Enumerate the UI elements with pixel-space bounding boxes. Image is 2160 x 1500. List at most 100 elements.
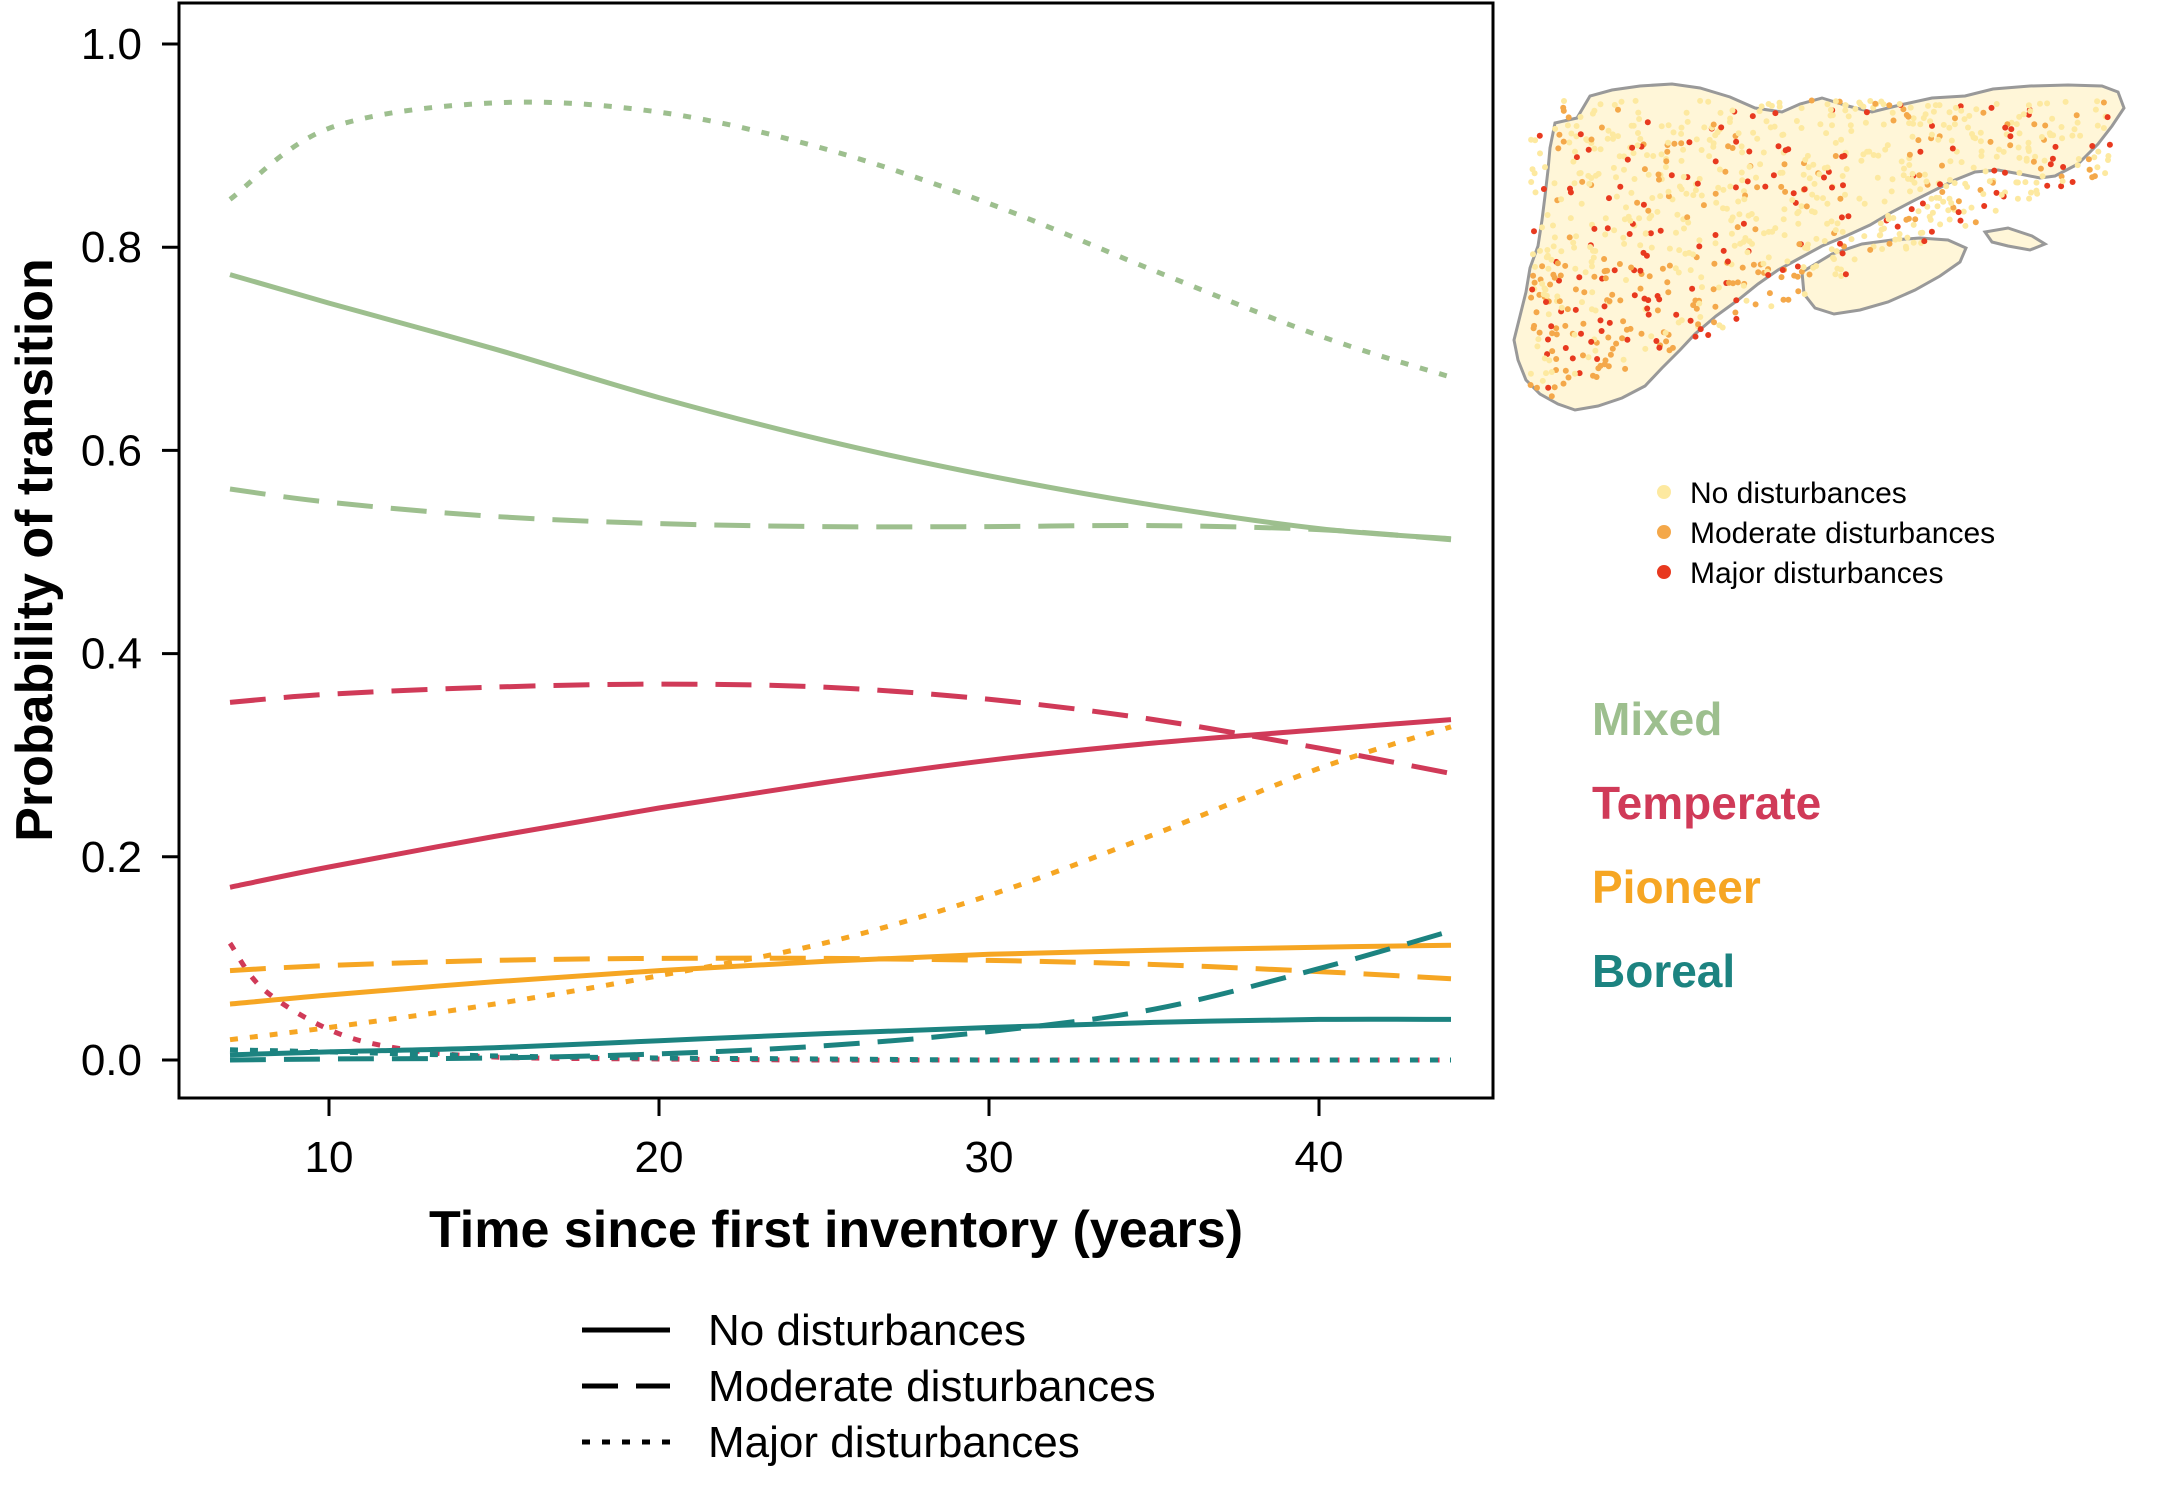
map-dot <box>1546 357 1553 364</box>
map-dot <box>1986 178 1993 185</box>
map-dot <box>1905 215 1912 222</box>
map-dot <box>1973 106 1980 113</box>
map-dot <box>1808 97 1815 104</box>
map-dot <box>1611 227 1618 234</box>
map-dot <box>1776 99 1783 106</box>
map-dot <box>1620 234 1627 241</box>
map-dot <box>1800 171 1807 178</box>
map-dot <box>1856 195 1863 202</box>
map-dot <box>2105 153 2112 159</box>
series-mixed-dotted <box>228 99 1452 380</box>
map-dot <box>1549 330 1556 337</box>
map-dot <box>1641 166 1648 173</box>
map-dot <box>1591 273 1598 280</box>
map-dot <box>1936 102 1943 109</box>
map-dot <box>1816 171 1823 178</box>
map-dot <box>1798 125 1805 131</box>
map-dot <box>1982 168 1989 175</box>
y-tick-label: 0.4 <box>81 630 142 679</box>
map-dot <box>2058 173 2065 180</box>
y-tick-label: 0.8 <box>81 223 142 272</box>
map-dot <box>1588 136 1595 143</box>
map-dot <box>1998 191 2005 198</box>
map-dot <box>2002 124 2009 131</box>
map-dot <box>1957 103 1964 110</box>
map-dot <box>1964 183 1971 190</box>
map-dot <box>1889 176 1896 183</box>
map-dot <box>1796 241 1803 248</box>
map-dot <box>1735 130 1742 137</box>
map-dot <box>1588 338 1595 345</box>
map-dot <box>1937 221 1944 228</box>
map-dot <box>1842 102 1849 109</box>
map-dot <box>1811 180 1818 187</box>
map-dot <box>1626 231 1633 237</box>
map-dot <box>1861 233 1868 240</box>
map-dot <box>1561 98 1567 104</box>
map-dot <box>1565 114 1572 121</box>
map-dot <box>1722 168 1729 175</box>
map-dot <box>2049 155 2056 162</box>
map-dot <box>1746 148 1753 155</box>
map-dot <box>1824 101 1831 108</box>
x-axis: 10 20 30 40 <box>305 1096 1343 1182</box>
map-legend-label-major: Major disturbances <box>1690 557 1943 590</box>
map-dot <box>2089 174 2096 181</box>
map-dot <box>1544 212 1551 218</box>
map-dot <box>1528 294 1535 301</box>
map-dot <box>2049 115 2056 122</box>
map-dot <box>1565 374 1572 381</box>
map-dot <box>1530 325 1537 332</box>
map-dot <box>2026 195 2033 202</box>
map-dot <box>1890 215 1897 221</box>
map-dot <box>1548 323 1555 330</box>
map-dot <box>1784 258 1791 265</box>
map-dot <box>1754 184 1761 191</box>
map-dot <box>1882 146 1889 153</box>
map-dot <box>1662 329 1669 336</box>
map-dot <box>1749 113 1756 120</box>
map-dot <box>1768 303 1775 310</box>
map-dot <box>2094 98 2101 105</box>
map-dot <box>1801 186 1808 193</box>
map-dot <box>1602 357 1609 364</box>
map-dot <box>1752 301 1759 308</box>
map-dot <box>1729 145 1736 151</box>
map-dot <box>1940 198 1947 205</box>
map-dot <box>1779 267 1786 273</box>
map-dot <box>1842 271 1849 278</box>
map-dot <box>1827 106 1834 113</box>
map-dot <box>1547 281 1554 288</box>
map-dot <box>1917 121 1924 128</box>
map-dot <box>1810 161 1817 168</box>
map-dot <box>1718 124 1725 131</box>
map-dot <box>2059 178 2066 185</box>
map-dot <box>1728 230 1735 237</box>
map-dot <box>1640 201 1647 208</box>
map-dot <box>1904 234 1911 241</box>
map-dot <box>2044 182 2051 189</box>
map-dot <box>1530 272 1537 279</box>
map-dot <box>1548 369 1555 375</box>
map-dot <box>1921 238 1928 245</box>
map-dot <box>1710 286 1717 293</box>
map-dot <box>1656 176 1662 183</box>
map-dot <box>1716 322 1723 329</box>
map-dot <box>1634 199 1641 206</box>
map-dot <box>1562 367 1569 374</box>
map-dot <box>1937 181 1943 188</box>
map-dot <box>1725 143 1732 150</box>
map-dot <box>1863 109 1870 116</box>
map-dot <box>1544 247 1551 253</box>
map-dot <box>1876 232 1883 239</box>
map-dot <box>1926 213 1933 220</box>
map-dot <box>1779 132 1786 138</box>
map-dot <box>1649 195 1656 201</box>
map-dot <box>1698 274 1705 281</box>
map-dot <box>1906 151 1913 158</box>
map-dot <box>1606 319 1613 326</box>
map-dot <box>2008 126 2015 133</box>
map-dot <box>1811 209 1818 216</box>
map-dot <box>2007 142 2014 149</box>
